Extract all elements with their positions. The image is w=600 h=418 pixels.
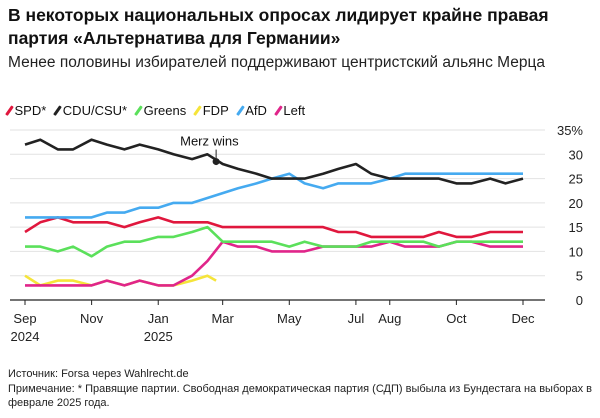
legend-item: Greens <box>134 103 187 118</box>
y-tick-label: 35% <box>557 123 583 138</box>
x-tick-label: Oct <box>446 311 467 326</box>
legend-label: CDU/CSU* <box>62 103 128 118</box>
x-tick-label: Sep <box>13 311 36 326</box>
chart-title: В некоторых национальных опросах лидируе… <box>8 5 549 48</box>
y-tick-label: 25 <box>569 172 583 187</box>
footer: Источник: Forsa через Wahlrecht.de Приме… <box>8 367 598 411</box>
x-tick-label: Nov <box>80 311 104 326</box>
legend-item: Left <box>273 103 306 118</box>
series-line-spd <box>24 216 523 239</box>
x-tick-label: Aug <box>378 311 401 326</box>
y-tick-label: 10 <box>569 244 583 259</box>
x-tick-label: Mar <box>211 311 234 326</box>
source-note: Источник: Forsa через Wahlrecht.de <box>8 368 189 380</box>
legend-label: Left <box>283 103 306 118</box>
legend-label: Greens <box>143 103 187 118</box>
y-tick-label: 15 <box>569 220 583 235</box>
y-tick-label: 30 <box>569 147 583 162</box>
legend-item: CDU/CSU* <box>53 103 128 118</box>
legend-item: SPD* <box>5 103 47 118</box>
y-tick-label: 20 <box>569 196 583 211</box>
x-tick-label: Dec <box>511 311 535 326</box>
y-tick-label: 0 <box>576 293 583 308</box>
series-line-greens <box>25 225 523 258</box>
series-line-cducsu <box>24 138 524 185</box>
legend-item: FDP <box>193 103 229 118</box>
chart-subtitle: Менее половины избирателей поддерживают … <box>8 54 545 71</box>
series-line-left <box>25 240 523 287</box>
footnote: Примечание: * Правящие партии. Свободная… <box>8 382 593 410</box>
legend-item: AfD <box>235 103 267 118</box>
x-tick-year: 2025 <box>144 329 173 344</box>
annotation-label: Merz wins <box>180 134 239 149</box>
x-tick-year: 2024 <box>11 329 40 344</box>
x-tick-label: May <box>277 311 302 326</box>
x-tick-label: Jul <box>348 311 365 326</box>
x-tick-label: Jan <box>148 311 169 326</box>
legend-label: SPD* <box>14 103 47 118</box>
legend-label: AfD <box>245 103 267 118</box>
legend-label: FDP <box>202 103 229 118</box>
y-tick-label: 5 <box>576 269 583 284</box>
line-chart: 35% 30 25 20 15 10 5 0 Sep 2024 Nov Jan 2025 Mar May Ju… <box>10 123 583 344</box>
annotation-marker <box>212 158 220 166</box>
legend: SPD* CDU/CSU* Greens FDP AfD Left <box>5 103 306 118</box>
